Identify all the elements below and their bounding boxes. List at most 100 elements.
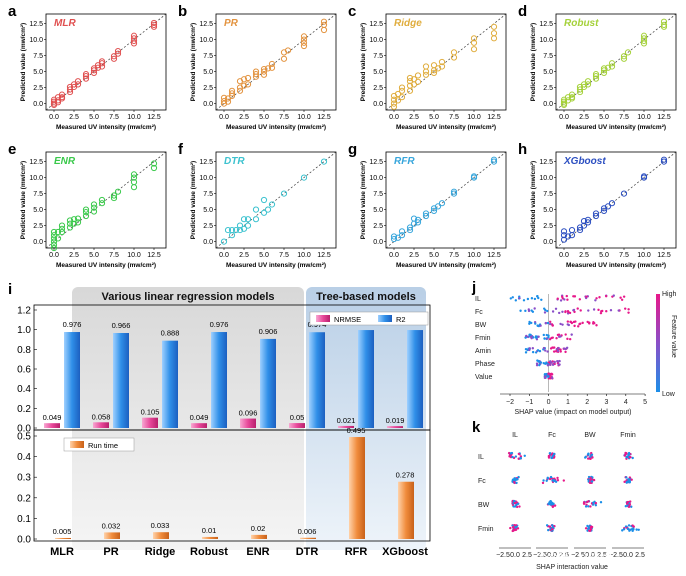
interaction-point	[549, 475, 553, 479]
bar-nrmse	[44, 423, 60, 428]
x-tick-label: 7.5	[619, 114, 629, 121]
data-point	[438, 58, 446, 66]
panel-letter-i: i	[8, 281, 12, 298]
data-point	[240, 82, 248, 89]
data-point	[660, 158, 668, 165]
feature-label: Phase	[475, 361, 495, 368]
y-tick-label-bottom: 0.1	[17, 514, 31, 525]
interaction-point	[589, 528, 593, 531]
x-tick-label: 2.5	[579, 252, 589, 259]
feature-label: IL	[475, 296, 481, 303]
shap-point	[559, 299, 563, 302]
y-tick-label-top: 0.4	[17, 384, 31, 395]
interaction-point	[519, 456, 522, 460]
shap-point	[509, 297, 513, 300]
data-point	[114, 48, 122, 55]
legend-label-r2: R2	[396, 315, 406, 324]
data-point	[450, 190, 458, 197]
colorbar-low: Low	[662, 391, 676, 398]
shap-point	[547, 336, 550, 339]
bar-runtime	[55, 537, 71, 539]
y-tick-label: 10.0	[369, 37, 383, 44]
y-tick-label: 2.5	[33, 85, 43, 92]
interaction-point	[622, 528, 626, 531]
shap-point	[564, 310, 567, 313]
data-point	[150, 19, 158, 27]
y-tick-label: 12.5	[29, 159, 43, 166]
data-point	[50, 238, 58, 245]
interaction-point	[512, 499, 516, 503]
shap-point	[564, 350, 567, 354]
y-tick-label: 0.0	[203, 239, 213, 246]
shap-point	[559, 322, 562, 326]
shap-point	[566, 320, 570, 323]
data-point	[406, 226, 414, 234]
bar-r2	[113, 333, 129, 428]
interaction-x-tick-label: 2.5	[597, 552, 607, 559]
shap-point	[551, 324, 554, 327]
y-tick-label: 7.5	[33, 53, 43, 60]
data-point	[640, 173, 648, 180]
data-point	[150, 21, 158, 28]
shap-point	[531, 350, 535, 354]
interaction-row-label: BW	[478, 502, 490, 509]
interaction-point	[547, 456, 551, 459]
interaction-point	[628, 481, 631, 484]
shap-point	[539, 361, 543, 364]
shap-point	[543, 307, 546, 310]
shap-point	[537, 335, 540, 338]
x-tick-label: 5.0	[599, 114, 609, 121]
interaction-point	[630, 478, 633, 481]
data-point	[490, 23, 498, 30]
feature-label: BW	[475, 322, 487, 329]
y-tick-label: 5.0	[543, 69, 553, 76]
panel-letter-k: k	[472, 419, 481, 436]
y-tick-label: 7.5	[203, 53, 213, 60]
model-name: RFR	[394, 156, 415, 167]
shap-point	[612, 294, 615, 297]
bars-bottom: 0.0 0.1 0.2 0.3 0.4 0.5 0.005 MLR 0.032 PR 0.033 Ri…	[17, 426, 428, 558]
x-tick-label: 10.0	[467, 114, 481, 121]
y-tick-label: 2.5	[543, 223, 553, 230]
data-point	[568, 95, 576, 102]
shap-point	[536, 359, 539, 362]
data-point	[90, 208, 98, 215]
data-point	[90, 201, 98, 208]
interaction-point	[626, 527, 630, 531]
shap-point	[550, 376, 554, 380]
x-tick-label: 7.5	[619, 252, 629, 259]
feature-label: Fc	[475, 309, 483, 316]
shap-point	[556, 297, 559, 300]
data-point	[430, 69, 438, 76]
y-tick-label: 12.5	[369, 21, 383, 28]
data-point	[604, 203, 612, 210]
data-point	[82, 209, 90, 216]
data-point	[406, 74, 414, 82]
data-point	[584, 219, 592, 226]
interaction-x-tick-label: −2.5	[609, 552, 623, 559]
data-point	[50, 228, 58, 236]
colorbar-label: Feature value	[670, 315, 677, 358]
category-label: PR	[103, 546, 118, 558]
bar-label-runtime: 0.005	[53, 527, 72, 536]
interaction-point	[587, 478, 590, 481]
data-point	[236, 87, 244, 94]
shap-point	[578, 298, 582, 301]
interaction-point	[592, 478, 596, 482]
data-point	[640, 32, 648, 39]
shap-point	[511, 296, 514, 299]
scatter-panel-g: g 0.0 0.0 2.5 2.5 5.0 5.0 7.5 7.5 10.0 10.0 12.5 12.…	[348, 141, 507, 269]
interaction-point	[513, 524, 516, 527]
shap-point	[622, 295, 626, 298]
data-point	[244, 81, 252, 88]
data-point	[244, 74, 252, 82]
data-point	[224, 98, 232, 105]
data-point	[232, 226, 240, 234]
shap-point	[577, 325, 580, 328]
shap-point	[547, 372, 550, 375]
y-tick-label: 2.5	[373, 223, 383, 230]
data-point	[98, 196, 106, 204]
data-point	[252, 216, 260, 223]
shap-point	[542, 346, 546, 350]
x-axis-label: Measured UV intensity (mw/cm²)	[226, 262, 326, 269]
